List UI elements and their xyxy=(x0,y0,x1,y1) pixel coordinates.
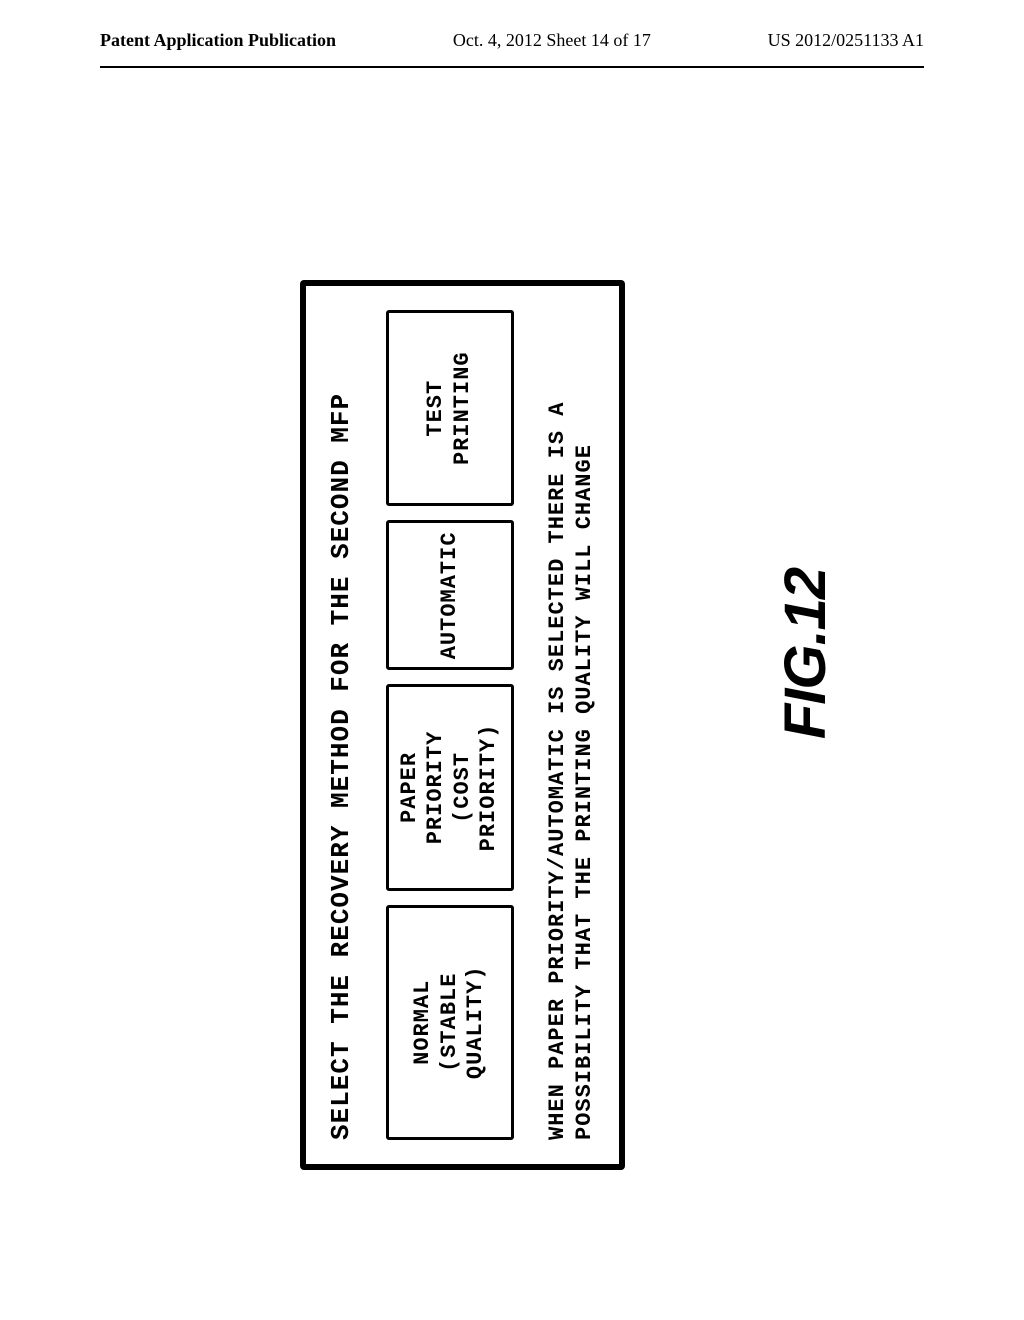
header-patent-number: US 2012/0251133 A1 xyxy=(768,30,924,51)
recovery-dialog: SELECT THE RECOVERY METHOD FOR THE SECON… xyxy=(300,280,625,1170)
warning-message: WHEN PAPER PRIORITY/AUTOMATIC IS SELECTE… xyxy=(544,310,599,1140)
paper-priority-option-button[interactable]: PAPER PRIORITY (COST PRIORITY) xyxy=(386,684,514,890)
header-date-sheet: Oct. 4, 2012 Sheet 14 of 17 xyxy=(453,30,651,51)
patent-header: Patent Application Publication Oct. 4, 2… xyxy=(0,0,1024,61)
option-button-row: NORMAL (STABLE QUALITY) PAPER PRIORITY (… xyxy=(386,310,514,1140)
header-publication: Patent Application Publication xyxy=(100,30,336,51)
paper-sublabel: (COST PRIORITY) xyxy=(450,701,503,873)
header-divider xyxy=(100,66,924,68)
test-printing-option-button[interactable]: TEST PRINTING xyxy=(386,310,514,506)
normal-option-button[interactable]: NORMAL (STABLE QUALITY) xyxy=(386,905,514,1140)
rotated-figure: SELECT THE RECOVERY METHOD FOR THE SECON… xyxy=(420,380,620,1080)
test-label: TEST PRINTING xyxy=(423,327,476,489)
normal-label: NORMAL xyxy=(410,980,436,1065)
dialog-title: SELECT THE RECOVERY METHOD FOR THE SECON… xyxy=(326,310,356,1140)
normal-sublabel: (STABLE QUALITY) xyxy=(437,922,490,1123)
paper-label: PAPER PRIORITY xyxy=(397,701,450,873)
figure-content: SELECT THE RECOVERY METHOD FOR THE SECON… xyxy=(0,150,1024,1150)
figure-number-label: FIG.12 xyxy=(772,568,839,739)
automatic-label: AUTOMATIC xyxy=(437,531,463,659)
automatic-option-button[interactable]: AUTOMATIC xyxy=(386,520,514,670)
